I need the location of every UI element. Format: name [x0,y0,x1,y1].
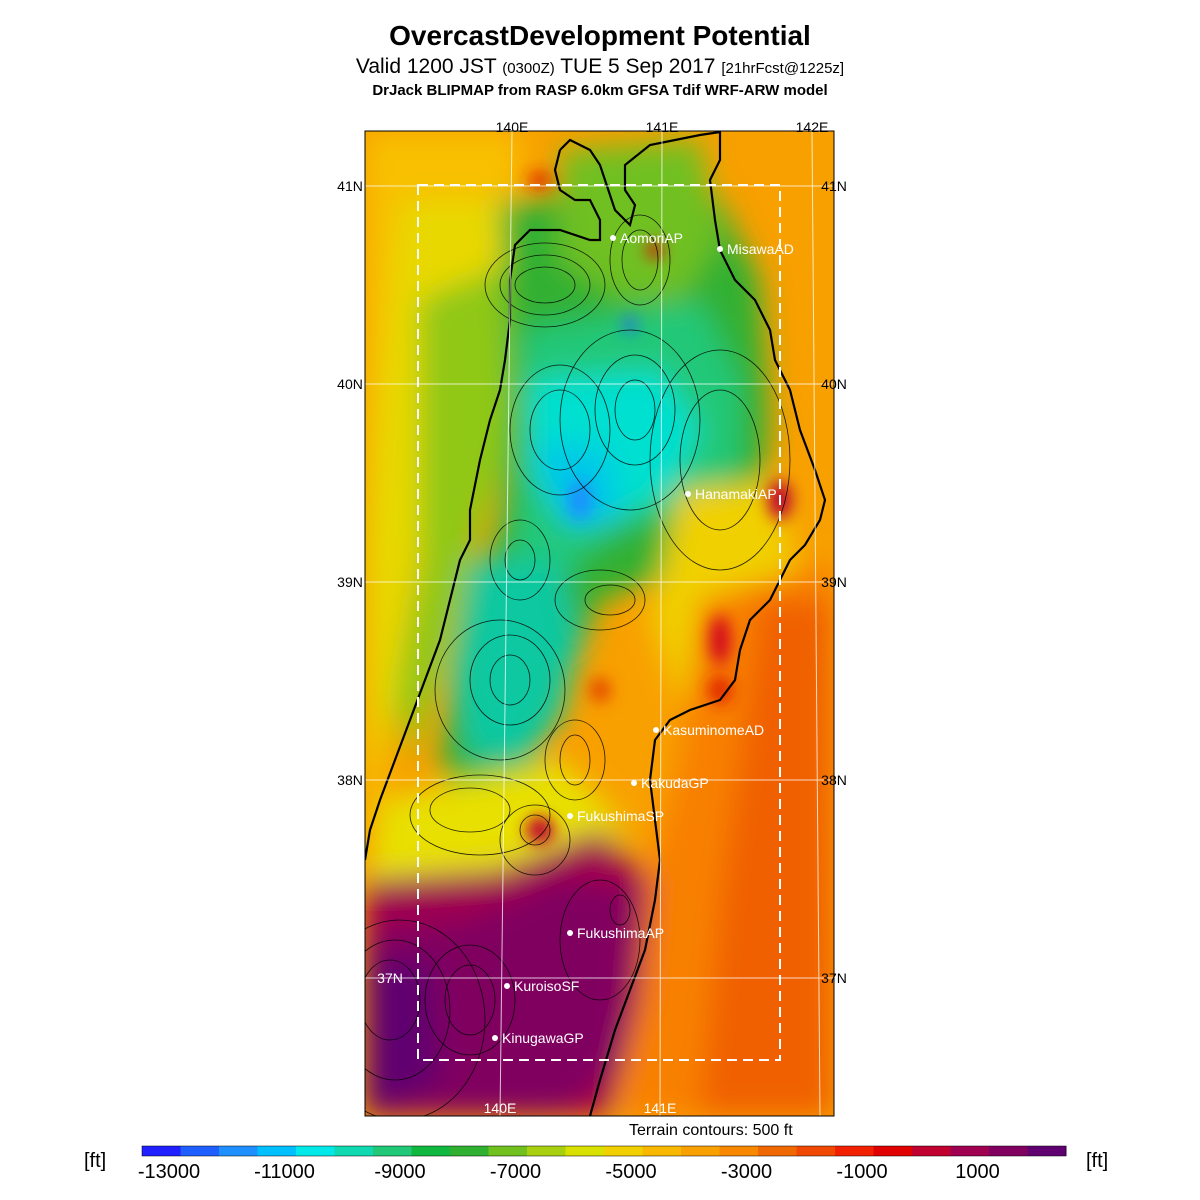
colorbar-swatch [334,1146,374,1156]
colorbar-swatch [180,1146,220,1156]
station-label: FukushimaSP [577,808,664,824]
colorbar-tick-label: -9000 [374,1161,425,1183]
station-marker [685,491,691,497]
colorbar-swatch [565,1146,605,1156]
station-label: KasuminomeAD [663,722,764,738]
colorbar-swatch [719,1146,759,1156]
colorbar-tick-label: -7000 [490,1161,541,1183]
station-marker [631,780,637,786]
map-frame [364,130,835,1117]
station-label: AomoriAP [620,230,683,246]
lat-label-left: 38N [337,772,363,788]
colorbar-unit-right: [ft] [1086,1150,1109,1172]
colorbar-swatch [411,1146,451,1156]
lat-label-left: 41N [337,178,363,194]
station-label: KinugawaGP [502,1030,584,1046]
colorbar-tick-label: -11000 [254,1161,315,1183]
colorbar-unit-left: [ft] [84,1150,107,1172]
lat-label-right: 39N [821,574,847,590]
inner-domain-box [417,184,781,1061]
map-title: OvercastDevelopment Potential [389,20,811,51]
lon-label-bottom: 141E [644,1100,677,1116]
color-field [365,131,834,1116]
lat-label-left: 39N [337,574,363,590]
colorbar-swatch [989,1146,1028,1156]
valid-prefix: Valid 1200 JST [355,55,497,78]
lat-label-right: 37N [821,970,847,986]
valid-date: TUE 5 Sep 2017 [560,55,716,78]
station-label: KuroisoSF [514,978,579,994]
colorbar-swatch [604,1146,643,1156]
station-label: HanamakiAP [695,486,777,502]
colorbar-labels: -13000 -11000 -9000 -7000 -5000 -3000 -1000 100… [138,1161,1000,1183]
valid-time-line: Valid 1200 JST (0300Z) TUE 5 Sep 2017 [2… [0,55,1200,79]
colorbar-swatch [373,1146,412,1156]
station-marker [717,246,723,252]
colorbar-swatch [873,1146,913,1156]
terrain-contours [365,214,791,1116]
model-line: DrJack BLIPMAP from RASP 6.0km GFSA Tdif… [372,82,828,99]
lat-label-right: 41N [821,178,847,194]
colorbar-swatch [219,1146,258,1156]
valid-utc: (0300Z) [502,60,555,77]
lat-label-left: 37N [377,970,403,986]
colorbar-swatch [527,1146,566,1156]
lon-label-top: 140E [496,119,529,135]
colorbar-swatch [450,1146,489,1156]
colorbar-swatch [758,1146,797,1156]
station-marker [567,930,573,936]
colorbar-tick-label: 1000 [955,1161,1000,1183]
colorbar-swatch [142,1146,181,1156]
colorbar-tick-label: -13000 [138,1161,200,1183]
lon-label-bottom: 140E [484,1100,517,1116]
colorbar-swatch [912,1146,951,1156]
station-marker [504,983,510,989]
colorbar-swatch [835,1146,874,1156]
station-label: FukushimaAP [577,925,664,941]
lat-label-right: 40N [821,376,847,392]
station-marker [610,235,616,241]
colorbar-swatch [488,1146,528,1156]
station-label: MisawaAD [727,241,794,257]
colorbar [141,1145,1067,1157]
colorbar-tick-label: -1000 [836,1161,887,1183]
lat-label-right: 38N [821,772,847,788]
colorbar-swatch [681,1146,720,1156]
station-marker [567,813,573,819]
colorbar-swatch [257,1146,297,1156]
lat-label-left: 40N [337,376,363,392]
colorbar-swatch [796,1146,836,1156]
colorbar-swatch [296,1146,335,1156]
colorbar-border [141,1145,1067,1157]
lon-label-top: 141E [646,119,679,135]
colorbar-tick-label: -5000 [605,1161,656,1183]
station-marker [492,1035,498,1041]
station-label: KakudaGP [641,775,709,791]
station-marker [653,727,659,733]
colorbar-swatch [642,1146,682,1156]
lon-label-top: 142E [796,119,829,135]
forecast-info: [21hrFcst@1225z] [721,60,845,77]
colorbar-swatch [1027,1146,1067,1156]
colorbar-tick-label: -3000 [721,1161,772,1183]
stations: AomoriAP MisawaAD HanamakiAP KasuminomeA… [492,230,794,1046]
terrain-note: Terrain contours: 500 ft [629,1122,793,1139]
colorbar-swatch [950,1146,990,1156]
